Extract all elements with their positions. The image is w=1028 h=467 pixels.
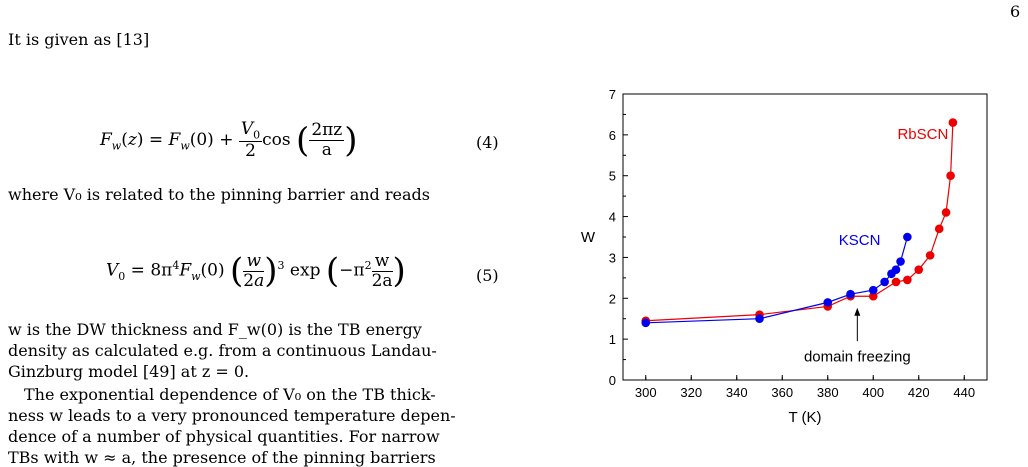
y-tick-label: 6 — [609, 128, 616, 143]
paragraph-1-line-2: density as calculated e.g. from a contin… — [8, 341, 437, 360]
data-point — [868, 291, 878, 301]
data-point — [868, 285, 878, 295]
x-tick-label: 380 — [817, 385, 839, 400]
x-tick-label: 440 — [953, 385, 975, 400]
data-point — [903, 232, 912, 242]
paragraph-1-line-1: w is the DW thickness and F_w(0) is the … — [8, 320, 422, 339]
annotation-label: domain freezing — [804, 349, 911, 366]
y-tick-label: 3 — [609, 250, 616, 265]
equation-5-number: (5) — [476, 266, 499, 285]
paragraph-2-line-1: The exponential dependence of V₀ on the … — [24, 385, 436, 404]
paragraph-1-line-3: Ginzburg model [49] at z = 0. — [8, 362, 250, 381]
y-tick-label: 2 — [609, 291, 616, 306]
y-tick-label: 4 — [609, 210, 616, 225]
y-tick-label: 0 — [609, 373, 616, 388]
y-axis-label: W — [581, 229, 596, 246]
equation-4-number: (4) — [476, 133, 499, 152]
page-number: 6 — [1010, 2, 1021, 21]
data-point — [641, 318, 651, 328]
data-point — [823, 298, 833, 307]
series-line — [645, 236, 908, 324]
x-tick-label: 360 — [771, 385, 793, 400]
w-vs-temperature-chart: 300 320 340 360 380 400 420 440 0 1 2 3 4 5 6 7 T (K) W Rb… — [581, 87, 988, 426]
x-tick-label: 300 — [635, 385, 657, 400]
data-point — [846, 289, 855, 299]
x-tick-label: 340 — [726, 385, 748, 400]
series-line — [645, 122, 954, 322]
data-point — [891, 277, 901, 287]
x-axis-label: T (K) — [788, 409, 821, 426]
data-point — [755, 314, 764, 324]
x-tick-label: 420 — [908, 385, 930, 400]
data-point — [941, 208, 951, 217]
data-point — [896, 257, 905, 266]
annotation-arrow-head — [854, 307, 861, 316]
x-tick-label: 400 — [862, 385, 884, 400]
series-label: RbSCN — [897, 126, 948, 143]
intro-line: It is given as [13] — [8, 30, 150, 49]
x-tick-label: 320 — [680, 385, 702, 400]
equation-5: V0 = 8π4Fw(0) (w 2a)3 exp (−π2 w 2a) — [106, 251, 406, 292]
y-tick-label: 7 — [609, 87, 616, 102]
y-tick-label: 1 — [609, 332, 616, 347]
data-point — [914, 265, 924, 274]
data-point — [925, 251, 935, 260]
data-point — [934, 224, 944, 234]
data-point — [903, 275, 912, 285]
paragraph-2-line-2: ness w leads to a very pronounced temper… — [8, 406, 456, 425]
data-point — [880, 277, 889, 287]
paragraph-2-line-3: dence of a number of physical quantities… — [8, 427, 440, 446]
data-point — [891, 265, 901, 274]
after-eq4-line: where V₀ is related to the pinning barri… — [8, 185, 430, 204]
y-tick-label: 5 — [609, 169, 616, 184]
data-point — [948, 118, 958, 127]
series-label: KSCN — [839, 232, 881, 249]
equation-4: Fw(z) = Fw(0) + V0 2 cos (2πz a) — [100, 119, 358, 162]
data-point — [946, 171, 955, 181]
paragraph-2-line-4: TBs with w ≈ a, the presence of the pinn… — [8, 448, 436, 467]
